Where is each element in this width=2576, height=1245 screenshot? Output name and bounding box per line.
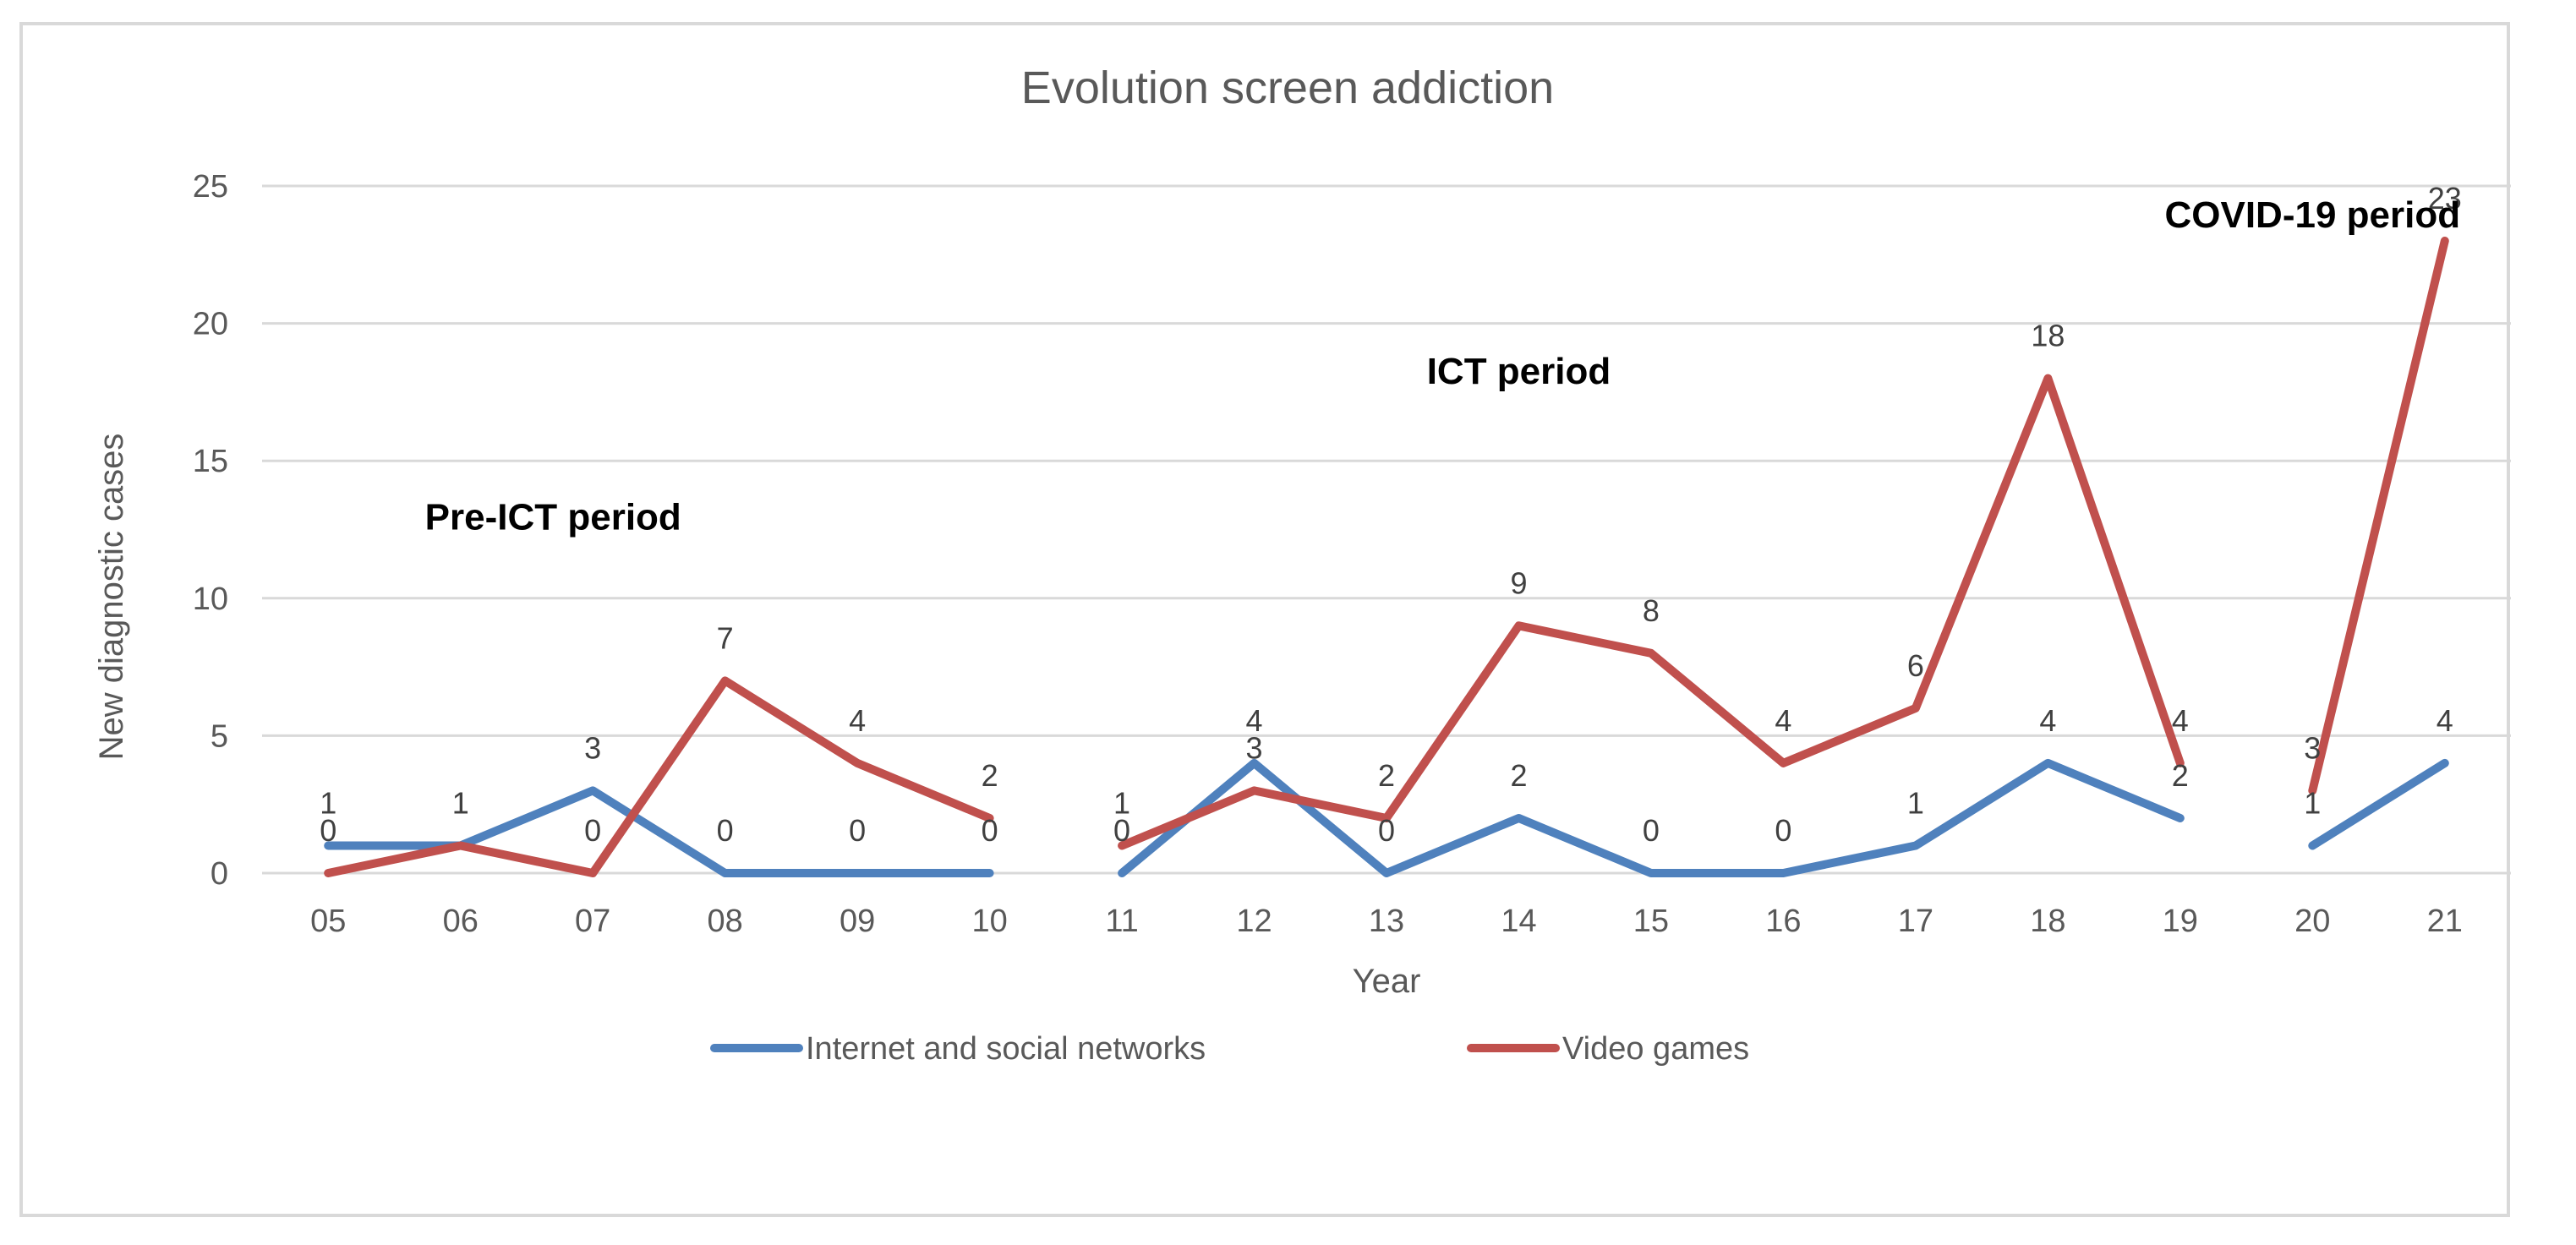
data-label-series-1: 4 bbox=[1775, 703, 1791, 738]
data-label-series-1: 4 bbox=[2172, 703, 2189, 738]
series-1-line-segment-0 bbox=[324, 676, 994, 877]
y-tick-label: 0 bbox=[211, 856, 228, 892]
data-label-series-1: 4 bbox=[849, 703, 866, 738]
data-label-series-1: 2 bbox=[982, 758, 998, 793]
x-tick-label: 17 bbox=[1898, 904, 1933, 939]
x-tick-label: 14 bbox=[1501, 904, 1536, 939]
data-label-series-0: 0 bbox=[1113, 813, 1130, 848]
data-label-series-1: 0 bbox=[320, 813, 336, 848]
data-label-series-1: 6 bbox=[1907, 648, 1924, 683]
data-label-series-0: 1 bbox=[1907, 785, 1924, 820]
x-tick-label: 09 bbox=[840, 904, 875, 939]
y-tick-label: 15 bbox=[193, 444, 228, 479]
y-axis: 0 5 10 15 20 25 bbox=[193, 169, 228, 892]
data-label-series-1: 1 bbox=[1113, 785, 1130, 820]
period-annotation: Pre-ICT period bbox=[425, 497, 681, 538]
data-label-series-0: 2 bbox=[2172, 758, 2189, 793]
x-tick-label: 06 bbox=[443, 904, 479, 939]
data-label-series-1: 23 bbox=[2428, 181, 2462, 216]
chart-border bbox=[19, 22, 2510, 1217]
x-tick-label: 18 bbox=[2030, 904, 2065, 939]
y-tick-label: 10 bbox=[193, 582, 228, 617]
period-annotation: COVID-19 period bbox=[2164, 194, 2460, 236]
data-label-series-0: 3 bbox=[584, 730, 601, 765]
series-1-line-segment-2 bbox=[2308, 237, 2449, 795]
data-label-series-1: 1 bbox=[452, 785, 469, 820]
legend-label: Video games bbox=[1562, 1031, 1749, 1067]
x-tick-label: 12 bbox=[1236, 904, 1272, 939]
series-1-line-segment-1 bbox=[1118, 374, 2185, 850]
grid-layer bbox=[262, 184, 2511, 875]
x-tick-label: 21 bbox=[2427, 904, 2463, 939]
y-tick-label: 25 bbox=[193, 169, 228, 205]
x-tick-label: 15 bbox=[1633, 904, 1669, 939]
period-annotation: ICT period bbox=[1427, 351, 1611, 392]
data-label-series-0: 4 bbox=[2437, 703, 2453, 738]
y-tick-label: 5 bbox=[211, 718, 228, 754]
data-label-series-0: 1 bbox=[2304, 785, 2321, 820]
series-0-line-segment-2 bbox=[2308, 758, 2449, 850]
data-label-series-0: 1 bbox=[452, 785, 469, 820]
series-0-line-segment-0 bbox=[324, 786, 994, 877]
x-tick-label: 11 bbox=[1105, 904, 1138, 939]
legend: Internet and social networks Video games bbox=[710, 1031, 1749, 1067]
data-label-series-0: 4 bbox=[2039, 703, 2056, 738]
x-tick-label: 20 bbox=[2294, 904, 2330, 939]
chart-title: Evolution screen addiction bbox=[1021, 63, 1554, 113]
x-tick-label: 05 bbox=[310, 904, 346, 939]
x-tick-label: 13 bbox=[1369, 904, 1404, 939]
data-label-series-0: 1 bbox=[320, 785, 336, 820]
x-tick-label: 10 bbox=[971, 904, 1007, 939]
data-label-series-1: 3 bbox=[1246, 730, 1263, 765]
annotations: Pre-ICT period ICT period COVID-19 period bbox=[425, 194, 2460, 538]
data-label-series-1: 2 bbox=[1378, 758, 1395, 793]
data-label-series-1: 7 bbox=[717, 620, 734, 655]
data-label-series-0: 0 bbox=[1378, 813, 1395, 848]
x-tick-label: 08 bbox=[708, 904, 743, 939]
data-label-series-1: 8 bbox=[1643, 593, 1660, 628]
series-layer bbox=[324, 237, 2449, 877]
data-label-series-0: 0 bbox=[1775, 813, 1791, 848]
x-tick-label: 19 bbox=[2163, 904, 2198, 939]
y-tick-label: 20 bbox=[193, 307, 228, 342]
data-label-series-0: 0 bbox=[849, 813, 866, 848]
data-label-series-1: 0 bbox=[584, 813, 601, 848]
data-label-series-0: 4 bbox=[1246, 703, 1263, 738]
data-label-series-1: 3 bbox=[2304, 730, 2321, 765]
data-label-series-0: 0 bbox=[717, 813, 734, 848]
x-tick-label: 16 bbox=[1765, 904, 1801, 939]
y-axis-title: New diagnostic cases bbox=[93, 434, 130, 761]
x-axis: 05 06 07 08 09 10 11 12 13 14 15 16 17 18 19 20 21 bbox=[310, 904, 2463, 939]
data-label-series-1: 18 bbox=[2031, 319, 2065, 353]
data-label-series-1: 9 bbox=[1510, 565, 1527, 600]
x-axis-title: Year bbox=[1353, 963, 1421, 1000]
data-label-series-0: 0 bbox=[1643, 813, 1660, 848]
data-label-series-0: 2 bbox=[1510, 758, 1527, 793]
x-tick-label: 07 bbox=[575, 904, 610, 939]
data-label-series-0: 0 bbox=[982, 813, 998, 848]
legend-label: Internet and social networks bbox=[806, 1031, 1206, 1067]
